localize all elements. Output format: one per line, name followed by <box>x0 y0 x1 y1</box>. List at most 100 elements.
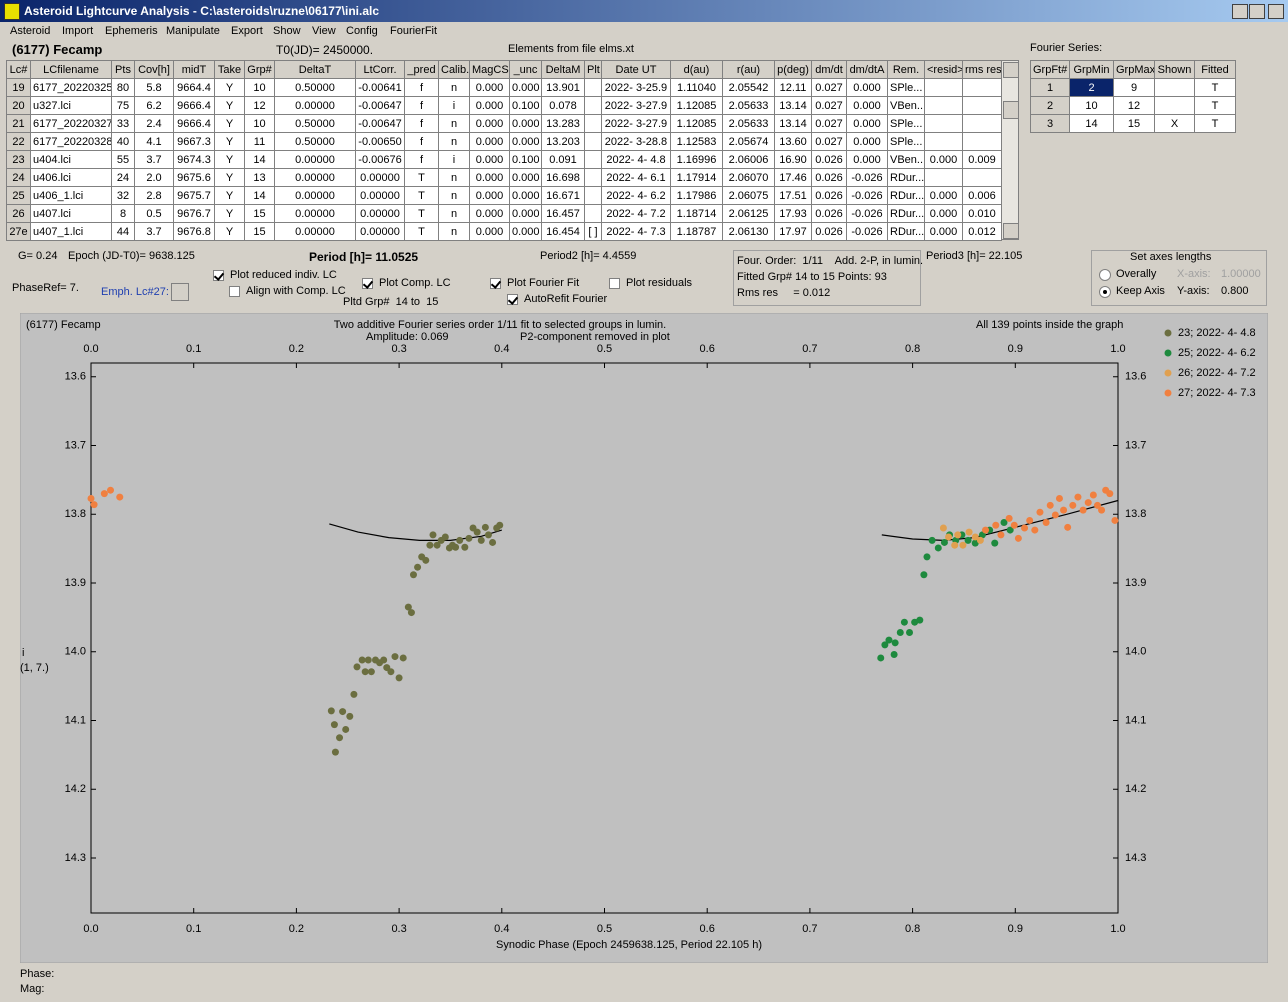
table-cell[interactable]: 2022- 4- 6.2 <box>601 186 671 205</box>
table-cell[interactable]: 14 <box>244 186 275 205</box>
table-cell[interactable]: f <box>404 132 439 151</box>
table-cell[interactable]: 2.05633 <box>722 96 775 115</box>
menu-item[interactable]: Manipulate <box>166 25 220 37</box>
table-cell[interactable]: 24 <box>6 168 31 187</box>
checkbox[interactable] <box>213 270 225 281</box>
scroll-down[interactable] <box>1003 223 1019 239</box>
table-cell[interactable]: 40 <box>111 132 135 151</box>
table-cell[interactable] <box>962 168 1002 187</box>
table-cell[interactable]: Y <box>214 132 245 151</box>
radio-button[interactable] <box>1099 269 1111 281</box>
table-cell[interactable]: 2022- 3-28.8 <box>601 132 671 151</box>
table-cell[interactable]: n <box>438 132 470 151</box>
table-cell[interactable]: 0.000 <box>509 78 542 97</box>
table-cell[interactable]: RDur... <box>887 222 925 241</box>
table-cell[interactable]: 0.000 <box>509 132 542 151</box>
table-cell[interactable]: 0.000 <box>509 168 542 187</box>
table-cell[interactable]: u406_1.lci <box>30 186 112 205</box>
table-cell[interactable] <box>1154 78 1195 97</box>
table-cell[interactable]: T <box>1194 78 1236 97</box>
table-cell[interactable] <box>584 114 602 133</box>
table-cell[interactable]: 24 <box>111 168 135 187</box>
table-cell[interactable]: f <box>404 78 439 97</box>
column-header[interactable]: <resid> <box>924 60 963 79</box>
column-header[interactable]: Date UT <box>601 60 671 79</box>
table-cell[interactable]: 0.027 <box>811 132 847 151</box>
table-cell[interactable]: 2 <box>1030 96 1070 115</box>
checkbox[interactable] <box>490 278 502 289</box>
table-cell[interactable]: 0.00000 <box>274 96 356 115</box>
table-cell[interactable]: SPle... <box>887 132 925 151</box>
table-row[interactable]: 19 6177_20220325 80 5.8 9664.4 Y 10 0.50000 -0.0… <box>6 78 1002 97</box>
table-cell[interactable]: 11 <box>244 132 275 151</box>
table-cell[interactable]: -0.026 <box>846 168 888 187</box>
table-cell[interactable]: i <box>438 150 470 169</box>
table-cell[interactable] <box>924 132 963 151</box>
table-cell[interactable]: 16.698 <box>541 168 585 187</box>
table-cell[interactable] <box>962 96 1002 115</box>
table-cell[interactable]: u327.lci <box>30 96 112 115</box>
table-cell[interactable]: 0.00000 <box>274 186 356 205</box>
table-cell[interactable]: -0.00676 <box>355 150 405 169</box>
table-cell[interactable]: 0.00000 <box>355 168 405 187</box>
table-cell[interactable]: 15 <box>1113 114 1155 133</box>
table-cell[interactable] <box>1154 96 1195 115</box>
table-cell[interactable]: VBen... <box>887 96 925 115</box>
table-cell[interactable]: 16.454 <box>541 222 585 241</box>
scrollbar[interactable] <box>1001 60 1019 240</box>
table-cell[interactable]: 0.009 <box>962 150 1002 169</box>
table-cell[interactable]: 0.027 <box>811 114 847 133</box>
table-cell[interactable] <box>962 114 1002 133</box>
table-cell[interactable]: 0.000 <box>469 168 510 187</box>
checkbox[interactable] <box>507 294 519 305</box>
table-cell[interactable]: f <box>404 96 439 115</box>
table-cell[interactable]: n <box>438 114 470 133</box>
table-cell[interactable]: 13.203 <box>541 132 585 151</box>
table-cell[interactable]: 75 <box>111 96 135 115</box>
table-cell[interactable]: 2 <box>1069 78 1114 97</box>
table-cell[interactable]: 0.026 <box>811 186 847 205</box>
table-cell[interactable]: 2.05542 <box>722 78 775 97</box>
checkbox-label[interactable]: Plot Fourier Fit <box>507 277 580 289</box>
table-cell[interactable] <box>584 186 602 205</box>
menu-item[interactable]: Config <box>346 25 378 37</box>
table-cell[interactable]: u406.lci <box>30 168 112 187</box>
table-cell[interactable]: 0.000 <box>469 132 510 151</box>
table-row[interactable]: 20 u327.lci 75 6.2 9666.4 Y 12 0.00000 -0.00647 f… <box>6 96 1002 115</box>
table-cell[interactable]: 2.4 <box>134 114 174 133</box>
table-row[interactable]: 22 6177_20220328 40 4.1 9667.3 Y 11 0.50000 -0.0… <box>6 132 1002 151</box>
checkbox[interactable] <box>229 286 240 297</box>
column-header[interactable]: Cov[h] <box>134 60 174 79</box>
checkbox-label[interactable]: Plot Comp. LC <box>379 277 451 289</box>
table-cell[interactable]: 0.000 <box>469 204 510 223</box>
table-cell[interactable]: 2.06125 <box>722 204 775 223</box>
table-cell[interactable]: 0.000 <box>924 204 963 223</box>
scroll-thumb[interactable] <box>1003 101 1019 119</box>
table-cell[interactable]: 13.14 <box>774 114 812 133</box>
table-cell[interactable]: 15 <box>244 204 275 223</box>
table-cell[interactable]: 10 <box>244 78 275 97</box>
table-cell[interactable]: 1.16996 <box>670 150 723 169</box>
table-cell[interactable]: 0.026 <box>811 204 847 223</box>
table-cell[interactable]: 25 <box>6 186 31 205</box>
radio-button[interactable] <box>1099 286 1111 298</box>
table-cell[interactable]: 13.901 <box>541 78 585 97</box>
spinner[interactable] <box>171 283 189 301</box>
table-cell[interactable]: 14 <box>244 150 275 169</box>
column-header[interactable]: DeltaT <box>274 60 356 79</box>
table-cell[interactable]: n <box>438 78 470 97</box>
table-cell[interactable]: 0.000 <box>509 222 542 241</box>
table-cell[interactable]: T <box>1194 96 1236 115</box>
table-cell[interactable]: u407.lci <box>30 204 112 223</box>
table-cell[interactable]: 0.027 <box>811 96 847 115</box>
table-cell[interactable]: 0.026 <box>811 168 847 187</box>
table-cell[interactable]: 0.50000 <box>274 132 356 151</box>
table-cell[interactable]: 0.00000 <box>274 222 356 241</box>
maximize-button[interactable] <box>1249 4 1265 19</box>
table-cell[interactable]: 17.46 <box>774 168 812 187</box>
table-cell[interactable]: 80 <box>111 78 135 97</box>
table-cell[interactable]: 0.000 <box>469 222 510 241</box>
table-cell[interactable]: 12.11 <box>774 78 812 97</box>
table-cell[interactable]: 0.50000 <box>274 114 356 133</box>
